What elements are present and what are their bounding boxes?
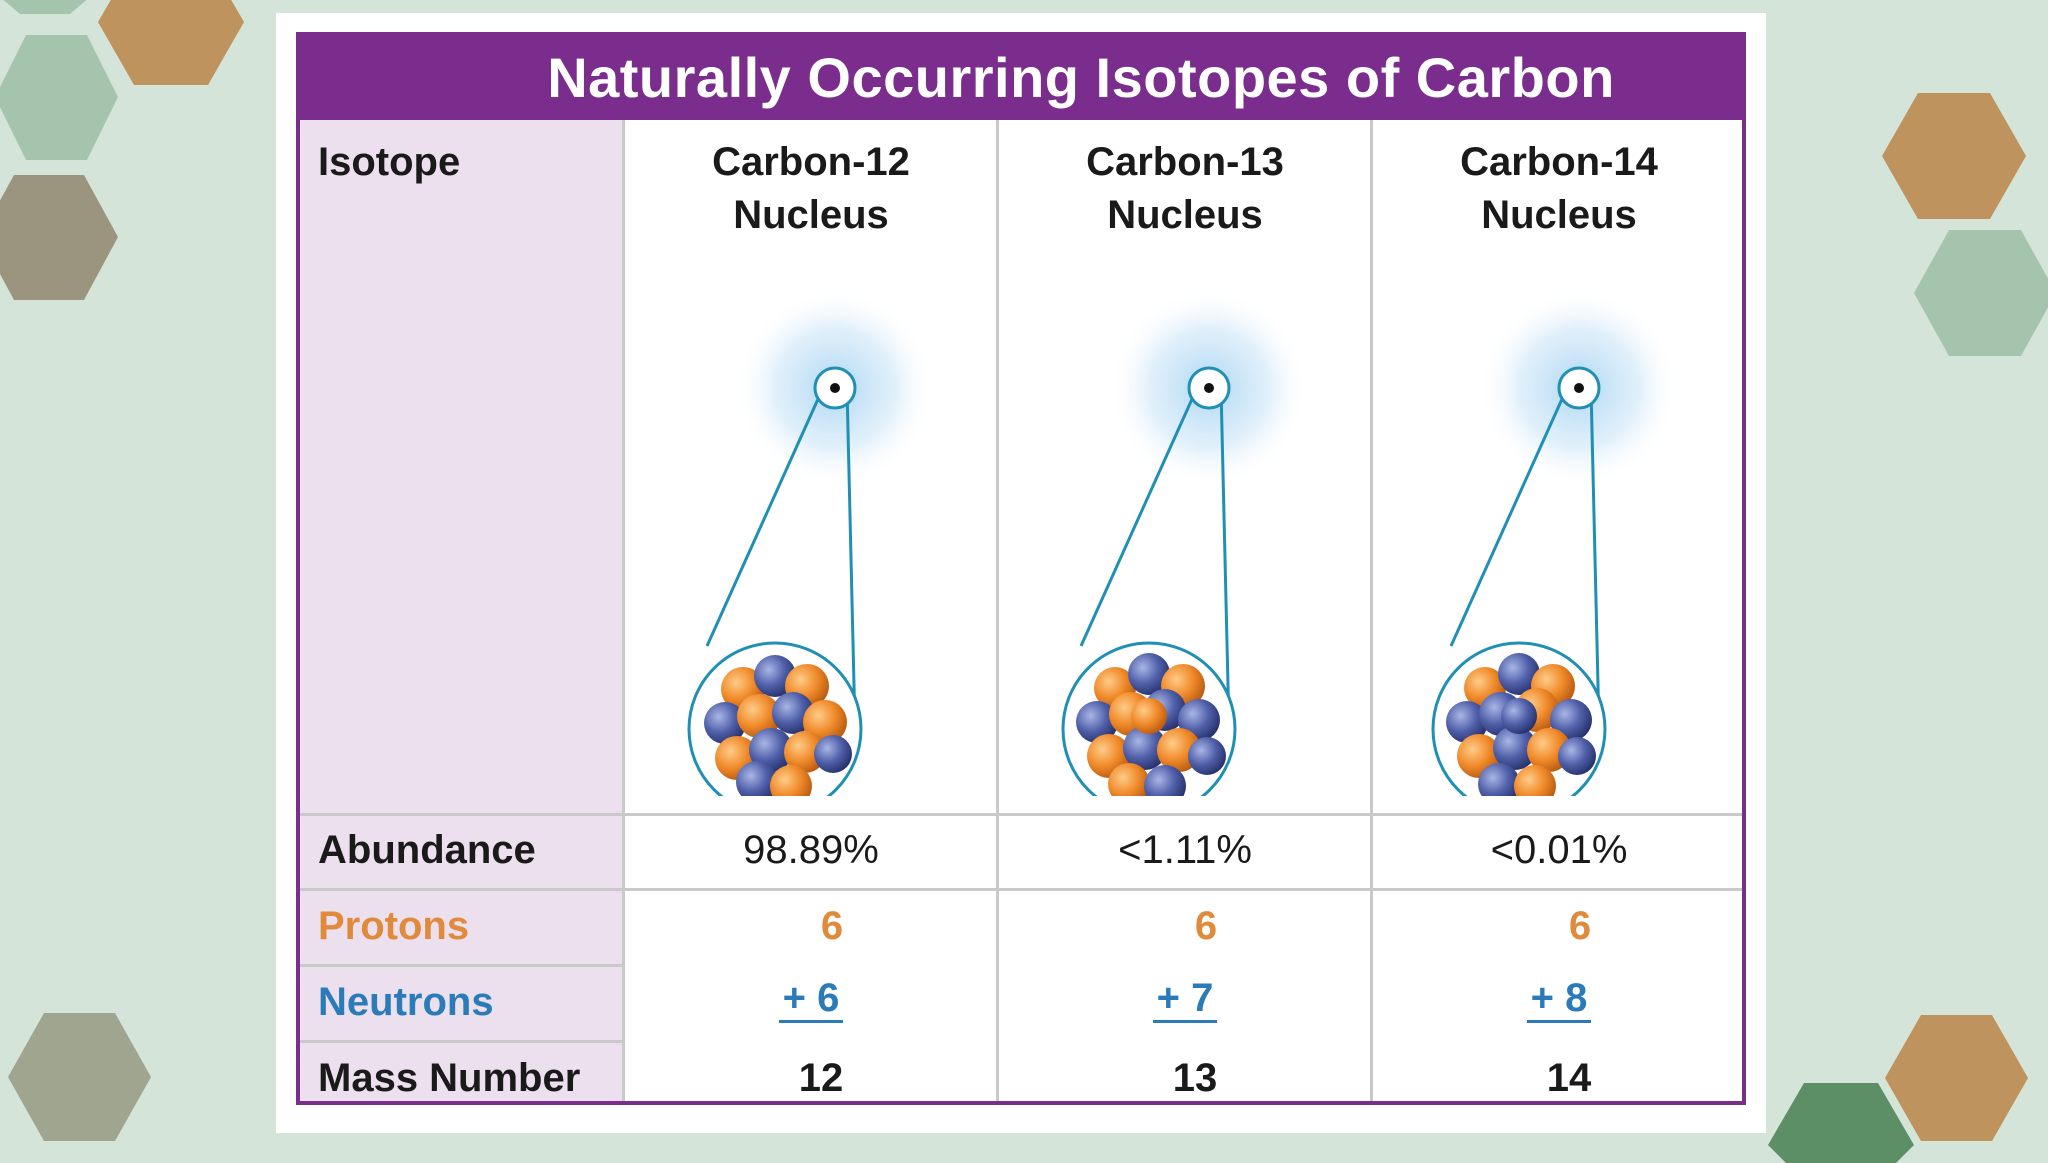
row-divider: [300, 888, 1742, 891]
table-title: Naturally Occurring Isotopes of Carbon: [300, 36, 1742, 120]
isotope-name: Carbon-13: [1086, 140, 1284, 184]
carbon-nucleus-illustration: [1061, 288, 1309, 796]
carbon-nucleus-illustration: [1431, 288, 1679, 796]
abundance-value: <1.11%: [1118, 828, 1252, 872]
neutrons-underlined: + 8: [1526, 976, 1592, 1023]
column-divider: [996, 120, 999, 1101]
neutrons-value: + 7: [999, 976, 1371, 1023]
row-label-isotope: Isotope: [318, 140, 461, 184]
isotope-name: Carbon-14: [1460, 140, 1658, 184]
mass-number-value: 13: [1172, 1056, 1218, 1100]
slide-card: Naturally Occurring Isotopes of Carbon I…: [276, 13, 1766, 1133]
abundance-value: <0.01%: [1490, 828, 1628, 872]
isotope-subtitle: Nucleus: [733, 193, 889, 237]
column-header-carbon-14: Carbon-14 Nucleus: [1373, 136, 1745, 242]
mass-number-value: 14: [1546, 1056, 1592, 1100]
protons-value: 6: [1568, 904, 1592, 948]
row-label-mass-number: Mass Number: [318, 1056, 581, 1100]
decorative-hexagon-sage-right: [1914, 230, 2048, 356]
protons-value: 6: [820, 904, 844, 948]
column-header-carbon-13: Carbon-13 Nucleus: [999, 136, 1371, 242]
row-label-neutrons: Neutrons: [318, 980, 494, 1024]
decorative-hexagon-sage-left: [0, 35, 118, 160]
row-label-protons: Protons: [318, 904, 470, 948]
decorative-hexagon-tan-bottom-right: [1885, 1015, 2028, 1141]
row-label-abundance: Abundance: [318, 828, 536, 872]
isotope-subtitle: Nucleus: [1481, 193, 1637, 237]
carbon-nucleus-illustration: [687, 288, 935, 796]
decorative-hexagon-olive-left: [0, 175, 118, 300]
isotope-subtitle: Nucleus: [1107, 193, 1263, 237]
protons-value: 6: [1194, 904, 1218, 948]
column-divider: [1370, 120, 1373, 1101]
abundance-value: 98.89%: [743, 828, 879, 872]
label-column: [300, 120, 622, 1101]
row-divider: [300, 813, 1742, 816]
decorative-hexagon-tan-top-left: [98, 0, 244, 85]
neutrons-value: + 6: [625, 976, 997, 1023]
row-divider: [300, 1040, 622, 1043]
decorative-hexagon-sage-top-left-corner: [3, 0, 87, 14]
mass-number-value: 12: [798, 1056, 844, 1100]
neutrons-underlined: + 6: [778, 976, 844, 1023]
isotope-table: Naturally Occurring Isotopes of Carbon I…: [296, 32, 1746, 1105]
decorative-hexagon-tan-right: [1882, 93, 2026, 219]
isotope-name: Carbon-12: [712, 140, 910, 184]
neutrons-underlined: + 7: [1152, 976, 1218, 1023]
column-header-carbon-12: Carbon-12 Nucleus: [625, 136, 997, 242]
decorative-hexagon-darkgreen-bottom-right: [1768, 1083, 1914, 1163]
row-divider: [300, 964, 622, 967]
decorative-hexagon-graygreen-bottom-left: [8, 1013, 151, 1141]
neutrons-value: + 8: [1373, 976, 1745, 1023]
column-divider: [622, 120, 625, 1101]
